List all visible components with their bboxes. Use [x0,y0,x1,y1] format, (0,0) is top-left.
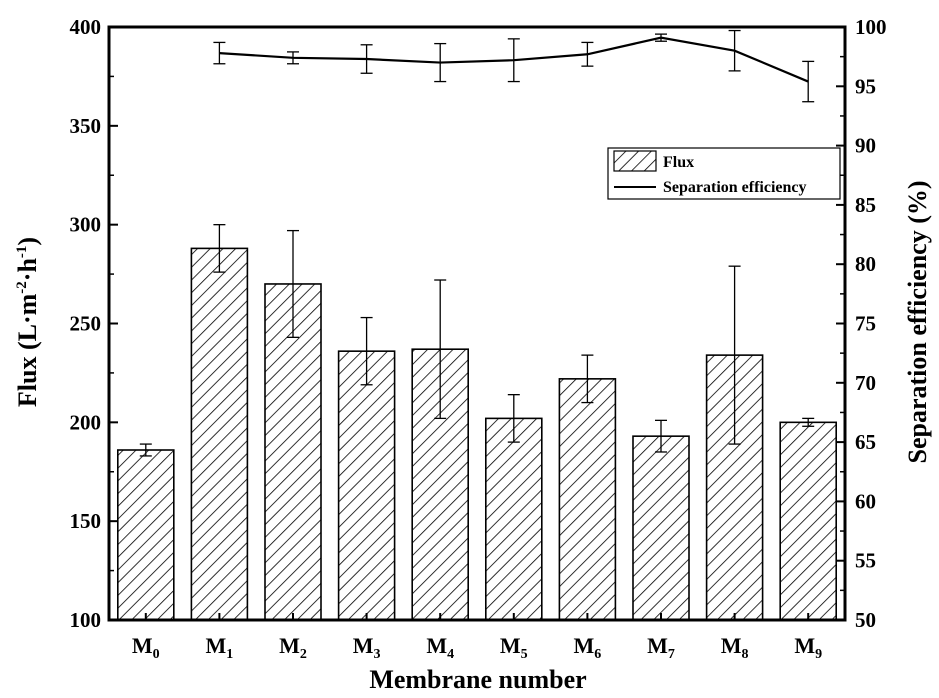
left-tick-label: 100 [70,608,102,632]
legend-swatch-flux [614,151,656,171]
x-tick-label-base: M [426,633,447,658]
right-tick-label: 100 [855,15,887,39]
x-tick-label: M7 [647,633,675,662]
y-axis-title-sup1: -2 [14,281,30,294]
left-tick-label: 350 [70,114,102,138]
x-tick-label-base: M [279,633,300,658]
efficiency-line-layer [213,31,814,102]
right-tick-label: 70 [855,371,876,395]
x-tick-label: M1 [206,633,234,662]
flux-bar [559,379,615,620]
flux-bar [633,436,689,620]
x-tick-label: M9 [794,633,822,662]
x-tick-label-sub: 6 [594,647,601,662]
x-axis-title: Membrane number [369,665,586,693]
x-tick-label-base: M [132,633,153,658]
x-tick-label: M6 [574,633,602,662]
right-tick-label: 65 [855,430,876,454]
left-axis-ticks: 100 150 200 250 300 350 400 [70,15,119,632]
right-tick-label: 95 [855,74,876,98]
flux-bar [339,351,395,620]
x-tick-label-sub: 5 [521,647,528,662]
right-tick-label: 55 [855,549,876,573]
flux-bar [780,422,836,620]
left-tick-label: 400 [70,15,102,39]
x-tick-label-sub: 1 [226,647,233,662]
y-axis-title-mid: ·h [13,258,42,282]
x-tick-label-sub: 3 [373,647,380,662]
bars-layer [118,248,836,620]
right-tick-label: 50 [855,608,876,632]
right-tick-label: 80 [855,252,876,276]
x-tick-label-sub: 8 [741,647,748,662]
x-tick-label-base: M [353,633,374,658]
y-axis-title: Flux (L·m-2·h-1) [13,237,42,407]
left-tick-label: 300 [70,213,102,237]
x-tick-label: M0 [132,633,160,662]
flux-bar [486,418,542,620]
x-tick-label-sub: 4 [447,647,454,662]
x-tick-label: M5 [500,633,528,662]
right-tick-label: 90 [855,134,876,158]
x-tick-label: M8 [721,633,749,662]
right-tick-label: 60 [855,489,876,513]
x-tick-label-base: M [574,633,595,658]
x-tick-label: M4 [426,633,454,662]
y-axis-title-sup2: -1 [14,246,30,259]
left-tick-label: 250 [70,312,102,336]
legend-label-flux: Flux [663,154,694,171]
right-tick-label: 85 [855,193,876,217]
x-tick-label-sub: 7 [668,647,675,662]
x-tick-label-base: M [500,633,521,658]
flux-bar [118,450,174,620]
x-tick-label-base: M [721,633,742,658]
y-right-axis-title: Separation efficiency (%) [903,180,932,463]
legend-label-efficiency: Separation efficiency [663,179,807,196]
x-tick-label-sub: 0 [153,647,160,662]
x-tick-label-sub: 2 [300,647,307,662]
x-tick-label: M2 [279,633,307,662]
legend: Flux Separation efficiency [608,148,840,199]
y-axis-title-end: ) [13,237,42,246]
x-tick-label: M3 [353,633,381,662]
x-tick-label-base: M [206,633,227,658]
flux-bar [191,248,247,620]
x-tick-label-base: M [794,633,815,658]
x-tick-label-sub: 9 [815,647,822,662]
x-tick-label-base: M [647,633,668,658]
left-tick-label: 200 [70,410,102,434]
y-axis-title-main: Flux (L·m [13,293,42,407]
right-tick-label: 75 [855,312,876,336]
left-tick-label: 150 [70,509,102,533]
